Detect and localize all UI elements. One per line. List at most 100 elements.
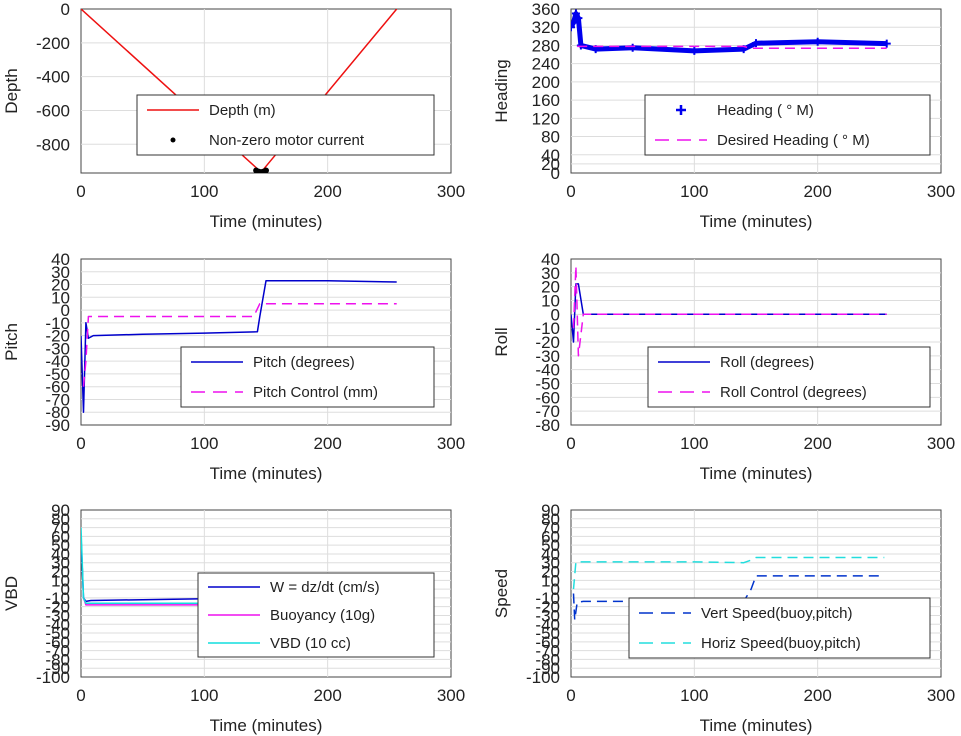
heading-y-tick-label: 240	[532, 55, 560, 74]
vbd-x-tick-label: 300	[437, 686, 465, 705]
pitch-series-0-line	[81, 279, 397, 413]
depth-chart: 0 100 200 300 0 -200 -400 -600 -800 Time (minutes…	[2, 0, 465, 231]
vbd-legend-label: W = dz/dt (cm/s)	[270, 579, 380, 596]
roll-legend: Roll (degrees) Roll Control (degrees)	[647, 346, 931, 408]
roll-x-tick-label: 200	[803, 434, 831, 453]
vbd-x-axis-label: Time (minutes)	[210, 716, 323, 735]
vbd-legend-label: VBD (10 cc)	[270, 635, 351, 652]
depth-x-tick-label: 300	[437, 182, 465, 201]
vbd-y-tick-label: -100	[36, 668, 70, 687]
pitch-y-tick-label: -50	[45, 365, 70, 384]
vbd-x-tick-label: 0	[76, 686, 85, 705]
depth-y-tick-label: 0	[61, 0, 70, 19]
heading-x-tick-label: 0	[566, 182, 575, 201]
depth-series-1-point	[263, 167, 269, 173]
depth-y-tick-label: -200	[36, 34, 70, 53]
depth-legend-label: Depth (m)	[209, 102, 276, 119]
vbd-x-tick-label: 200	[313, 686, 341, 705]
pitch-y-tick-label: 40	[51, 250, 70, 269]
roll-y-tick-label: -10	[535, 319, 560, 338]
roll-legend-label: Roll (degrees)	[720, 354, 814, 371]
speed-x-tick-label: 200	[803, 686, 831, 705]
heading-y-tick-label: 40	[541, 146, 560, 165]
pitch-x-tick-label: 0	[76, 434, 85, 453]
vbd-y-tick-label: 10	[51, 571, 70, 590]
heading-legend-label: Desired Heading ( ° M)	[717, 132, 870, 149]
speed-y-tick-label: -30	[535, 606, 560, 625]
heading-legend-swatch	[676, 105, 686, 115]
vbd-y-tick-label: -50	[45, 624, 70, 643]
roll-y-tick-label: -50	[535, 375, 560, 394]
heading-x-tick-label: 200	[803, 182, 831, 201]
roll-y-tick-label: -30	[535, 347, 560, 366]
vbd-y-tick-label: 0	[61, 580, 70, 599]
depth-x-axis-label: Time (minutes)	[210, 212, 323, 231]
speed-y-tick-label: -10	[535, 589, 560, 608]
pitch-chart: 0 100 200 300403020100-10-20-30-40-50-60-70…	[2, 250, 465, 483]
heading-legend: Heading ( ° M) Desired Heading ( ° M)	[644, 94, 931, 156]
pitch-y-tick-label: 30	[51, 263, 70, 282]
heading-x-tick-label: 300	[927, 182, 955, 201]
depth-data	[81, 9, 398, 173]
speed-y-tick-label: 40	[541, 545, 560, 564]
vbd-y-tick-label: 40	[51, 545, 70, 564]
speed-y-tick-label: -20	[535, 598, 560, 617]
depth-y-axis-label: Depth	[2, 68, 21, 113]
heading-chart: 0 100 200 3000204080120160200240280320360Ti…	[492, 0, 955, 231]
heading-y-tick-label: 0	[551, 164, 560, 183]
speed-x-tick-label: 0	[566, 686, 575, 705]
pitch-y-tick-label: -60	[45, 378, 70, 397]
heading-y-tick-label: 80	[541, 128, 560, 147]
heading-y-tick-label: 200	[532, 73, 560, 92]
vbd-y-tick-label: 90	[51, 501, 70, 520]
speed-y-tick-label: 30	[541, 554, 560, 573]
roll-y-tick-label: -70	[535, 402, 560, 421]
pitch-y-tick-label: -40	[45, 352, 70, 371]
depth-x-tick-label: 100	[190, 182, 218, 201]
roll-y-tick-label: 20	[541, 278, 560, 297]
depth-y-tick-label: -800	[36, 135, 70, 154]
roll-x-tick-label: 300	[927, 434, 955, 453]
pitch-data	[81, 279, 397, 413]
speed-y-tick-label: 20	[541, 563, 560, 582]
roll-y-tick-label: -80	[535, 416, 560, 435]
vbd-y-tick-label: 20	[51, 563, 70, 582]
roll-y-tick-label: 10	[541, 292, 560, 311]
vbd-y-tick-label: -20	[45, 598, 70, 617]
vbd-x-tick-label: 100	[190, 686, 218, 705]
speed-y-tick-label: -90	[535, 659, 560, 678]
roll-y-axis-label: Roll	[492, 327, 511, 356]
pitch-y-tick-label: -10	[45, 314, 70, 333]
roll-y-tick-label: 30	[541, 264, 560, 283]
pitch-y-tick-label: -30	[45, 339, 70, 358]
speed-y-tick-label: 70	[541, 519, 560, 538]
pitch-y-tick-label: -90	[45, 416, 70, 435]
heading-x-tick-label: 100	[680, 182, 708, 201]
speed-y-tick-label: 10	[541, 571, 560, 590]
heading-legend-box	[644, 94, 931, 156]
heading-y-tick-label: 280	[532, 36, 560, 55]
pitch-legend: Pitch (degrees) Pitch Control (mm)	[180, 346, 435, 408]
speed-y-tick-label: 90	[541, 501, 560, 520]
pitch-x-tick-label: 300	[437, 434, 465, 453]
roll-x-axis-label: Time (minutes)	[700, 464, 813, 483]
speed-y-tick-label: -100	[526, 668, 560, 687]
pitch-x-tick-label: 200	[313, 434, 341, 453]
speed-legend-box	[628, 597, 931, 659]
pitch-y-tick-label: 20	[51, 276, 70, 295]
speed-legend-label: Vert Speed(buoy,pitch)	[701, 605, 852, 622]
vbd-y-tick-label: -30	[45, 606, 70, 625]
pitch-y-tick-label: -20	[45, 327, 70, 346]
vbd-y-tick-label: 50	[51, 536, 70, 555]
depth-legend-swatch	[170, 137, 176, 143]
speed-x-tick-label: 100	[680, 686, 708, 705]
pitch-legend-label: Pitch Control (mm)	[253, 384, 378, 401]
depth-legend-box	[136, 94, 435, 156]
roll-legend-box	[647, 346, 931, 408]
pitch-series-1-line	[82, 302, 397, 387]
heading-legend-label: Heading ( ° M)	[717, 102, 814, 119]
speed-y-tick-label: 60	[541, 527, 560, 546]
vbd-y-tick-label: -90	[45, 659, 70, 678]
speed-y-tick-label: -70	[535, 642, 560, 661]
depth-y-tick-label: -600	[36, 101, 70, 120]
